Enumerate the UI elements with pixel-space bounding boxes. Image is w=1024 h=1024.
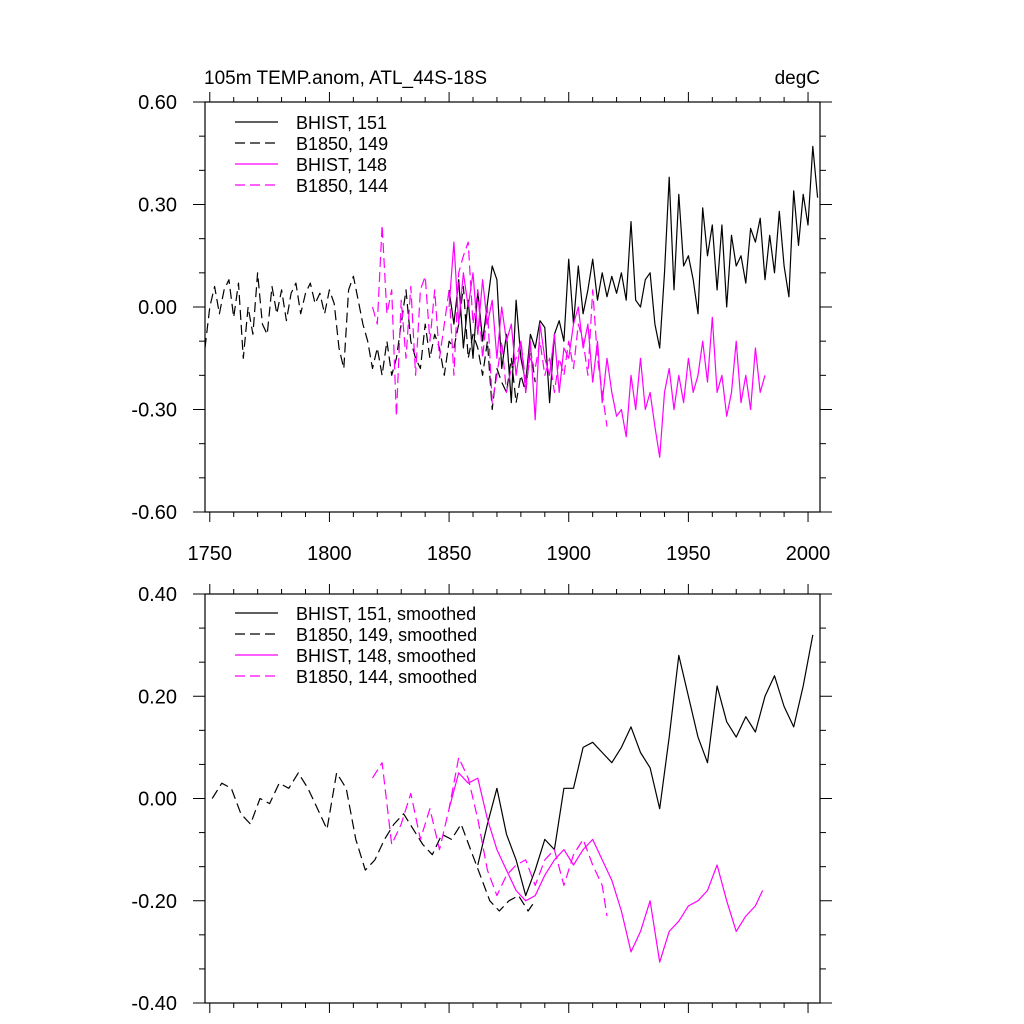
- figure-title: 105m TEMP.anom, ATL_44S-18S: [204, 68, 487, 89]
- y-tick-label: 0.40: [138, 584, 177, 606]
- y-tick-label: 0.00: [138, 297, 177, 319]
- series-line-b1850-149-smoothed: [211, 772, 536, 912]
- top-panel: 1750 1800 1850 1900 1950 2000 -0.60 -0.30 0.00 0.…: [131, 92, 832, 565]
- legend-label: BHIST, 151, smoothed: [296, 604, 476, 624]
- legend-label: B1850, 149, smoothed: [296, 625, 477, 645]
- x-tick-label: 2000: [786, 543, 831, 565]
- figure-units: degC: [775, 68, 820, 89]
- x-tick-label: 1800: [307, 543, 352, 565]
- x-tick-label: 1950: [666, 543, 711, 565]
- x-tick-label: 1900: [546, 543, 591, 565]
- bottom-panel: -0.40 -0.20 0.00 0.20 0.40 BHIST, 151, smooth…: [131, 584, 832, 1015]
- y-tick-label: 0.60: [138, 92, 177, 114]
- y-tick-label: 0.30: [138, 195, 177, 217]
- series-line-bhist-148-smoothed: [448, 772, 764, 963]
- y-tick-label: -0.30: [131, 400, 177, 422]
- series-line-bhist-151-smoothed: [477, 634, 814, 897]
- x-tick-label: 1750: [188, 543, 233, 565]
- y-tick-label: 0.20: [138, 686, 177, 708]
- series-line-bhist-148: [448, 241, 766, 458]
- legend-label: B1850, 149: [296, 134, 388, 154]
- series-line-b1850-144: [371, 224, 608, 427]
- series-line-b1850-144-smoothed: [371, 756, 608, 917]
- y-tick-label: 0.00: [138, 789, 177, 811]
- y-tick-label: -0.40: [131, 993, 177, 1015]
- y-tick-label: -0.60: [131, 502, 177, 524]
- legend-label: BHIST, 148: [296, 155, 387, 175]
- legend-label: B1850, 144, smoothed: [296, 667, 477, 687]
- series-line-bhist-151: [448, 145, 819, 404]
- x-tick-label: 1850: [427, 543, 472, 565]
- legend-label: BHIST, 148, smoothed: [296, 646, 476, 666]
- y-tick-label: -0.20: [131, 891, 177, 913]
- series-line-b1850-149: [205, 272, 536, 411]
- legend-label: B1850, 144: [296, 176, 388, 196]
- legend-label: BHIST, 151: [296, 113, 387, 133]
